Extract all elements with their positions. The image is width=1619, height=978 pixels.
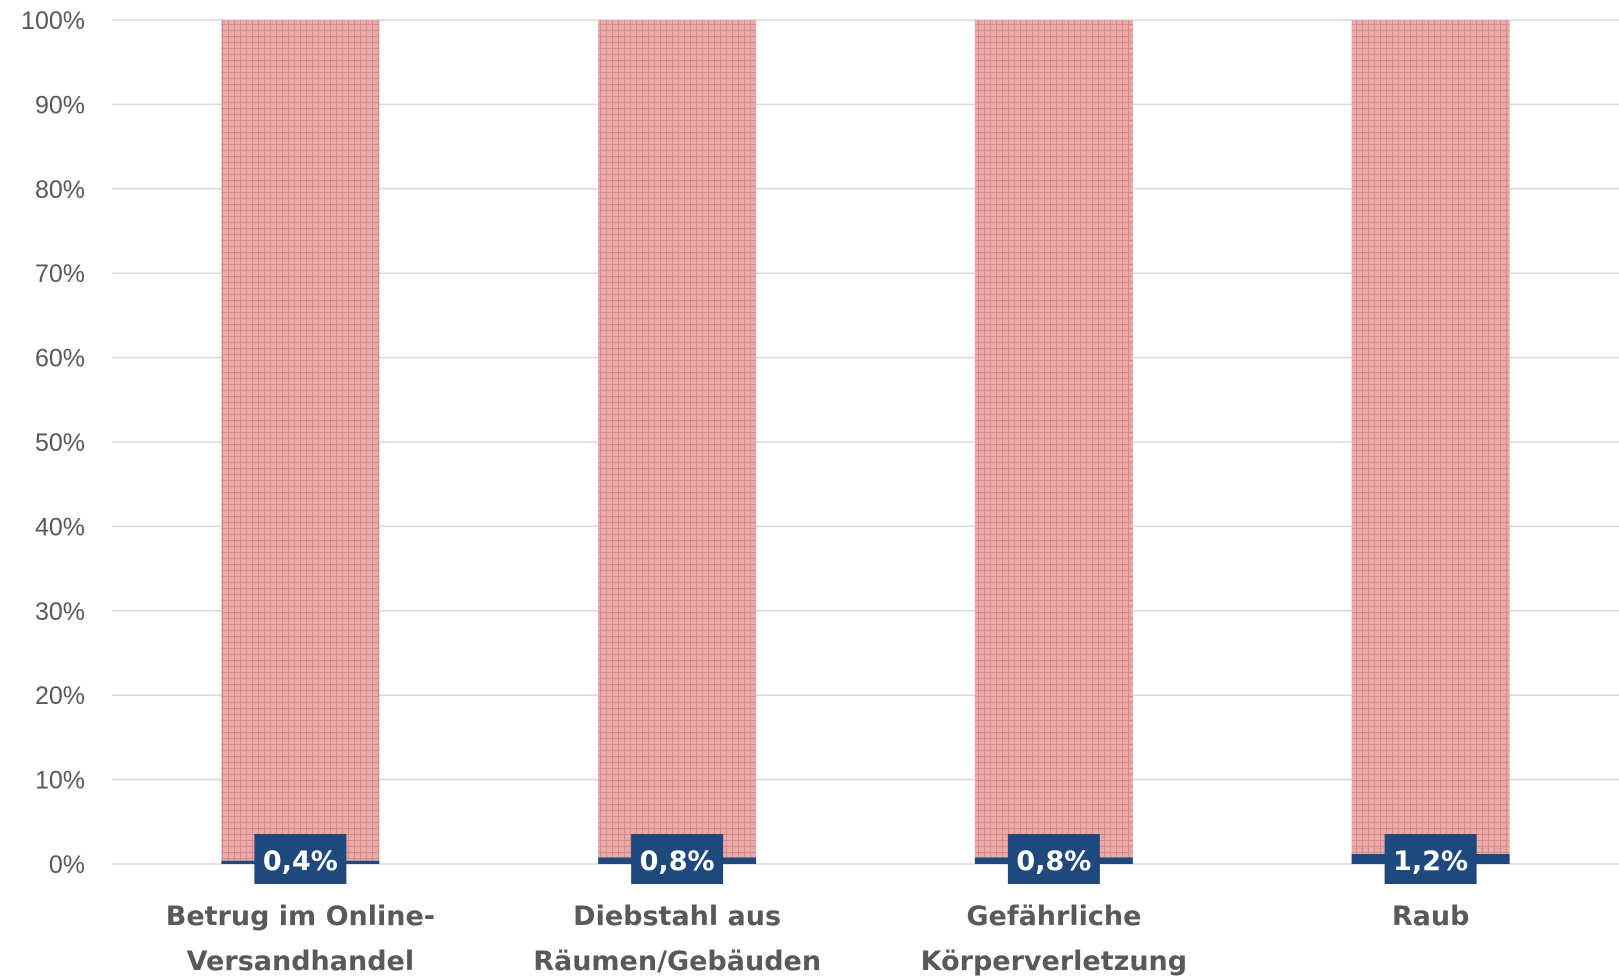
y-tick-label: 10% — [35, 767, 85, 795]
data-labels: 0,4% 0,8% 0,8% 1,2% — [254, 834, 1477, 884]
data-label-box — [631, 834, 724, 884]
bar-segment-remainder — [974, 20, 1133, 858]
bars — [221, 20, 1510, 864]
category-label: Gefährliche — [966, 901, 1141, 932]
y-tick-label: 30% — [35, 598, 85, 626]
bar-segment-remainder — [1351, 20, 1510, 854]
y-tick-label: 90% — [35, 91, 85, 119]
data-label: 0,4% — [263, 846, 338, 877]
y-tick-label: 20% — [35, 682, 85, 710]
category-label: Versandhandel — [187, 946, 414, 977]
y-tick-label: 70% — [35, 260, 85, 288]
bar-segment-remainder — [598, 20, 757, 858]
data-label: 1,2% — [1393, 846, 1468, 877]
y-tick-label: 100% — [21, 7, 85, 35]
category-label: Diebstahl aus — [573, 901, 781, 932]
data-label: 0,8% — [640, 846, 715, 877]
y-tick-label: 80% — [35, 176, 85, 204]
category-labels: Betrug im Online- Versandhandel Diebstahl … — [166, 901, 1470, 977]
data-label-box — [1384, 834, 1477, 884]
y-tick-label: 50% — [35, 429, 85, 457]
y-tick-label: 40% — [35, 513, 85, 541]
data-label-box — [254, 834, 347, 884]
category-label: Körperverletzung — [921, 946, 1187, 977]
category-label: Betrug im Online- — [166, 901, 435, 932]
data-label: 0,8% — [1016, 846, 1091, 877]
data-label-box — [1007, 834, 1100, 884]
category-label: Raub — [1392, 901, 1470, 932]
y-tick-label: 60% — [35, 345, 85, 373]
bar-segment-remainder — [221, 20, 380, 861]
y-axis-tick-labels: 0% 10% 20% 30% 40% 50% 60% 70% 80% 90% 100% — [21, 7, 85, 879]
category-label: Räumen/Gebäuden — [533, 946, 821, 977]
y-tick-label: 0% — [49, 851, 85, 879]
